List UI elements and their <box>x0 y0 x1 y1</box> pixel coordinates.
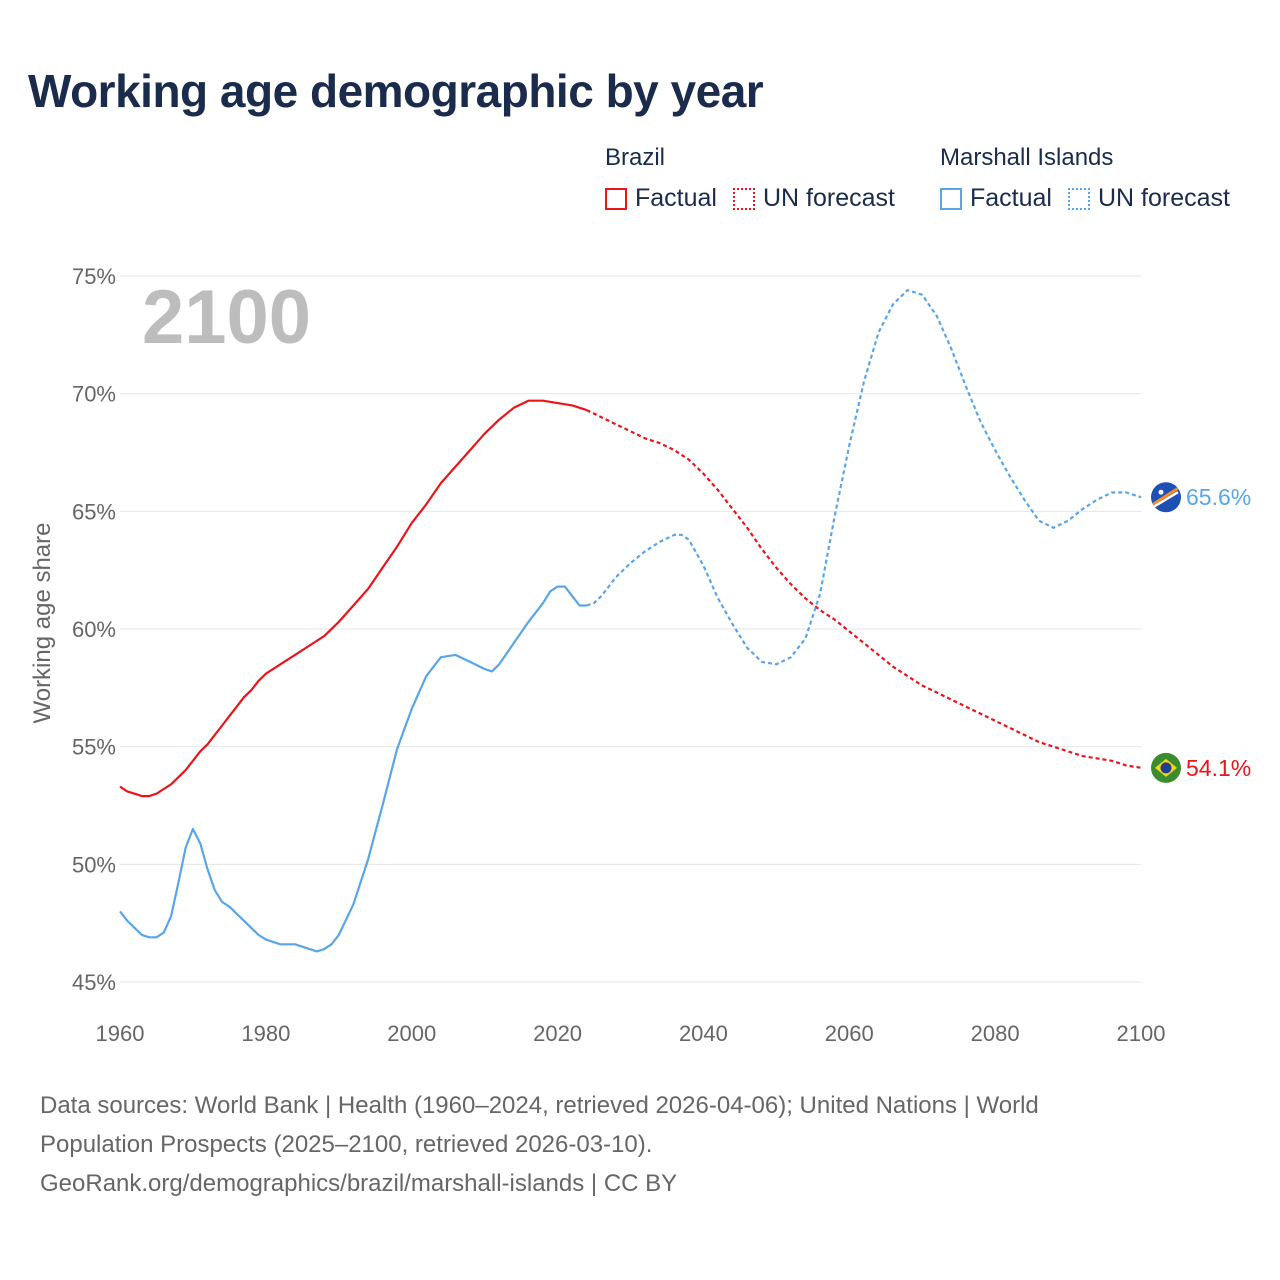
legend-swatch-solid <box>605 187 627 210</box>
legend-swatch-dotted <box>1067 187 1090 210</box>
y-tick-label: 50% <box>72 852 116 877</box>
legend-marshall-forecast[interactable]: UN forecast <box>1067 184 1230 213</box>
x-tick-label: 2080 <box>971 1021 1020 1046</box>
legend-group-brazil-title: Brazil <box>605 144 666 171</box>
footer-link[interactable]: GeoRank.org/demographics/brazil/marshall… <box>40 1170 678 1197</box>
footer-sources-line2: Population Prospects (2025–2100, retriev… <box>40 1131 653 1158</box>
brazil-flag-icon <box>1151 752 1181 783</box>
x-tick-label: 2060 <box>825 1021 874 1046</box>
brazil-factual-line <box>119 399 588 798</box>
x-axis-ticks: 1960 1980 2000 2020 2040 2060 2080 2100 <box>96 1021 1166 1046</box>
legend-brazil-factual[interactable]: Factual <box>605 184 717 213</box>
x-tick-label: 2040 <box>679 1021 728 1046</box>
marshall-islands-factual-line <box>119 585 587 953</box>
legend-swatch-solid <box>940 187 962 210</box>
legend-label: Factual <box>970 184 1052 212</box>
y-axis-label: Working age share <box>29 523 56 724</box>
year-label: 2100 <box>142 275 311 360</box>
legend-label: Factual <box>635 184 717 212</box>
legend-brazil-forecast[interactable]: UN forecast <box>732 184 895 213</box>
y-tick-label: 65% <box>72 499 116 524</box>
x-tick-label: 2000 <box>387 1021 436 1046</box>
line-chart: 45% 50% 55% 60% 65% 70% 75% 1960 1980 2000 2020 20… <box>29 264 1251 1046</box>
y-tick-label: 75% <box>72 264 116 289</box>
legend-marshall-islands: Factual UN forecast <box>940 184 1246 213</box>
marshall-islands-forecast-line <box>586 288 1142 666</box>
legend-brazil: Factual UN forecast <box>605 184 911 213</box>
marshall-islands-end-label: 65.6% <box>1186 484 1251 510</box>
footer: Data sources: World Bank | Health (1960–… <box>40 1086 1220 1203</box>
y-tick-label: 70% <box>72 382 116 407</box>
chart-title: Working age demographic by year <box>28 65 764 117</box>
brazil-end-label: 54.1% <box>1186 755 1251 781</box>
x-tick-label: 2100 <box>1117 1021 1166 1046</box>
y-axis-ticks: 45% 50% 55% 60% 65% 70% 75% <box>72 264 116 995</box>
legend-label: UN forecast <box>1097 184 1230 212</box>
legend-swatch-dotted <box>732 187 755 210</box>
legend-label: UN forecast <box>762 184 895 212</box>
series-lines <box>119 288 1142 953</box>
y-tick-label: 45% <box>72 970 116 995</box>
y-tick-label: 55% <box>72 735 116 760</box>
x-tick-label: 2020 <box>533 1021 582 1046</box>
x-tick-label: 1980 <box>241 1021 290 1046</box>
end-markers: 54.1% 65.6% <box>1151 482 1251 783</box>
brazil-forecast-line <box>586 409 1142 769</box>
x-tick-label: 1960 <box>96 1021 145 1046</box>
grid-lines <box>120 275 1141 983</box>
marshall-islands-flag-icon <box>1151 482 1181 513</box>
footer-sources-line1: Data sources: World Bank | Health (1960–… <box>40 1092 1039 1119</box>
y-tick-label: 60% <box>72 617 116 642</box>
legend-marshall-factual[interactable]: Factual <box>940 184 1052 213</box>
legend-group-marshall-title: Marshall Islands <box>940 144 1114 171</box>
